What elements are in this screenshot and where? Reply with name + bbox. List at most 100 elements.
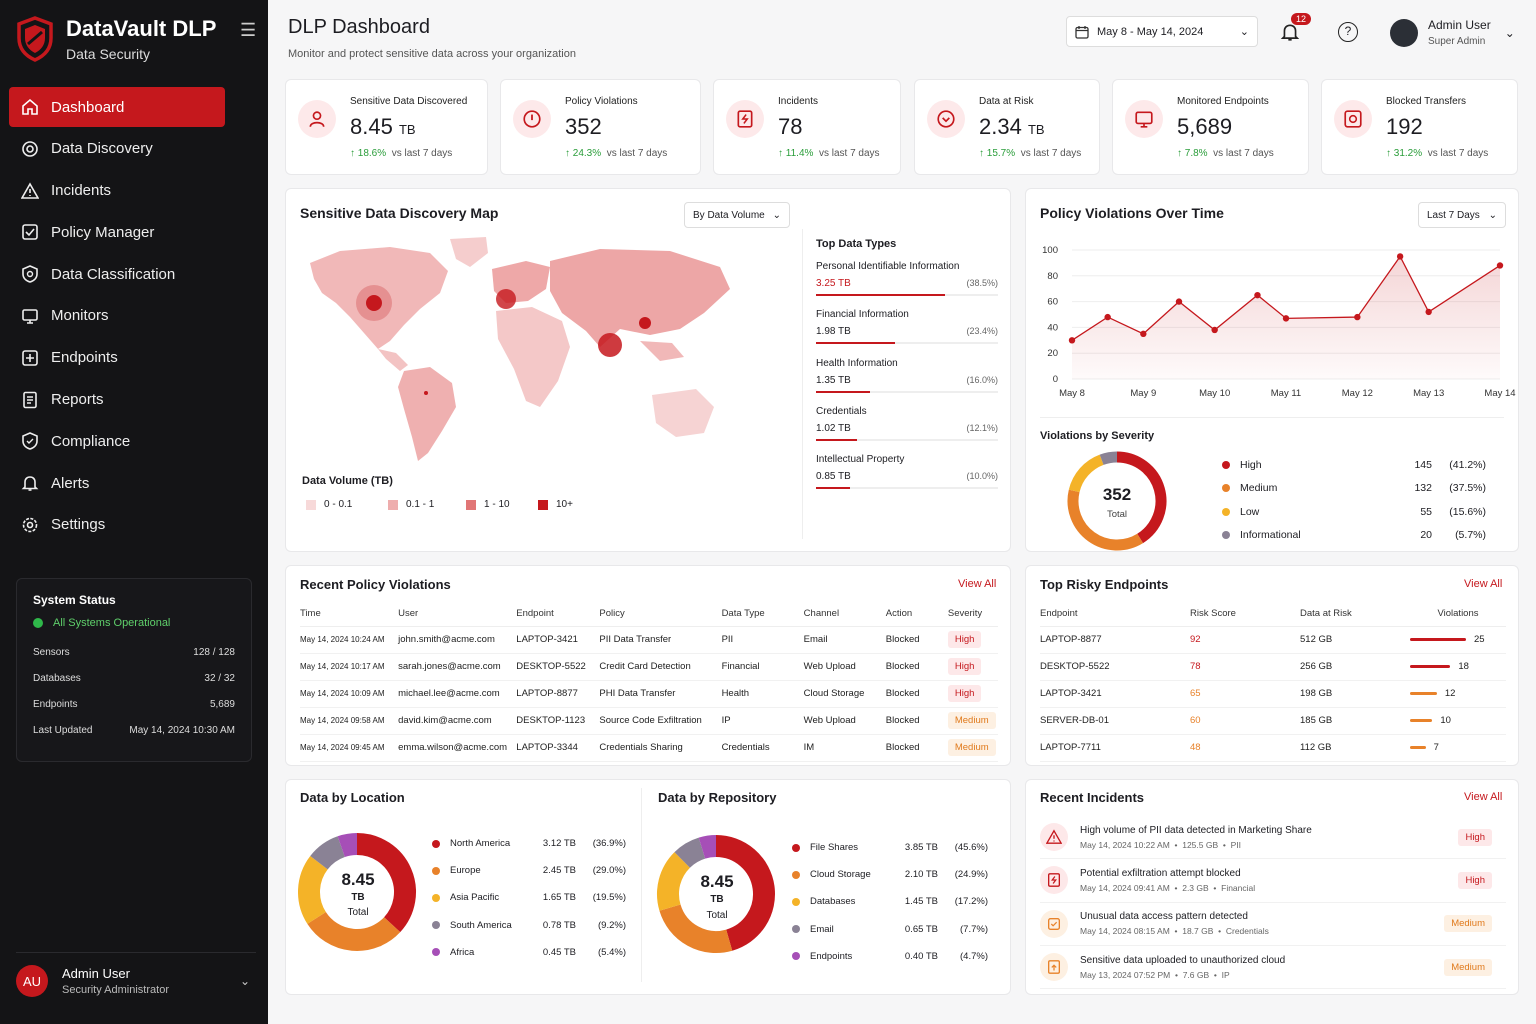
donut-slice[interactable] <box>298 856 329 924</box>
line-point[interactable] <box>1282 315 1290 322</box>
nav-item-policy-manager[interactable]: Policy Manager <box>9 212 225 252</box>
line-point[interactable] <box>1140 330 1147 338</box>
line-point[interactable] <box>1354 313 1361 321</box>
nav-item-reports[interactable]: Reports <box>9 380 225 420</box>
distribution-legend-item[interactable]: North America 3.12 TB (36.9%) <box>432 830 626 857</box>
distribution-legend-item[interactable]: Africa 0.45 TB (5.4%) <box>432 939 626 966</box>
column-header[interactable]: Violations <box>1410 602 1506 627</box>
kpi-card[interactable]: Policy Violations 352 ↑ 24.3% vs last 7 … <box>500 79 701 175</box>
data-type-item[interactable]: Credentials 1.02 TB (12.1%) <box>816 406 998 454</box>
column-header[interactable]: Risk Score <box>1190 602 1300 627</box>
kpi-card[interactable]: Sensitive Data Discovered 8.45 TB ↑ 18.6… <box>285 79 488 175</box>
donut-slice[interactable] <box>674 837 706 869</box>
data-type-item[interactable]: Personal Identifiable Information 3.25 T… <box>816 261 998 309</box>
donut-slice[interactable] <box>1116 451 1167 544</box>
column-header[interactable]: Channel <box>803 602 886 627</box>
column-header[interactable]: Endpoint <box>516 602 600 627</box>
menu-toggle-icon[interactable]: ☰ <box>240 20 257 40</box>
column-header[interactable]: Action <box>885 602 948 627</box>
time-range-select[interactable]: Last 7 Days ⌄ <box>1418 202 1506 228</box>
incidents-view-all-link[interactable]: View All <box>1464 791 1503 803</box>
table-row[interactable]: LAPTOP-8877 92 512 GB 25 <box>1040 626 1506 654</box>
table-row[interactable]: May 14, 2024 09:58 AM david.kim@acme.com D… <box>300 707 998 735</box>
user-menu[interactable]: Admin User Super Admin ⌄ <box>1390 18 1515 47</box>
table-row[interactable]: DESKTOP-5522 78 256 GB 18 <box>1040 653 1506 681</box>
incident-item[interactable]: Unusual data access pattern detected May… <box>1040 903 1506 946</box>
table-row[interactable]: LAPTOP-7711 48 112 GB 7 <box>1040 734 1506 762</box>
line-point[interactable] <box>1068 337 1076 344</box>
nav-item-incidents[interactable]: Incidents <box>9 171 225 211</box>
donut-slice[interactable] <box>310 836 346 870</box>
table-row[interactable]: May 14, 2024 10:09 AM michael.lee@acme.co… <box>300 680 998 708</box>
table-row[interactable]: May 14, 2024 10:17 AM sarah.jones@acme.co… <box>300 653 998 681</box>
incident-item[interactable]: Potential exfiltration attempt blocked M… <box>1040 859 1506 903</box>
distribution-legend-item[interactable]: Email 0.65 TB (7.7%) <box>792 916 988 943</box>
line-point[interactable] <box>1396 253 1404 260</box>
donut-slice[interactable] <box>356 833 416 933</box>
kpi-card[interactable]: Blocked Transfers 192 ↑ 31.2% vs last 7 … <box>1321 79 1518 175</box>
nav-item-settings[interactable]: Settings <box>9 505 225 545</box>
kpi-card[interactable]: Monitored Endpoints 5,689 ↑ 7.8% vs last… <box>1112 79 1309 175</box>
column-header[interactable]: Time <box>300 602 399 627</box>
kpi-card[interactable]: Incidents 78 ↑ 11.4% vs last 7 days <box>713 79 901 175</box>
distribution-legend-item[interactable]: Asia Pacific 1.65 TB (19.5%) <box>432 884 626 911</box>
donut-slice[interactable] <box>698 835 717 859</box>
severity-legend-item[interactable]: High 145 (41.2%) <box>1222 453 1486 477</box>
line-point[interactable] <box>1211 326 1218 334</box>
severity-legend-item[interactable]: Low 55 (15.6%) <box>1222 500 1486 524</box>
chevron-down-icon[interactable]: ⌄ <box>239 974 250 988</box>
data-type-item[interactable]: Financial Information 1.98 TB (23.4%) <box>816 309 998 357</box>
nav-item-endpoints[interactable]: Endpoints <box>9 338 225 378</box>
notifications-button[interactable]: 12 <box>1280 13 1312 47</box>
table-row[interactable]: May 14, 2024 09:45 AM emma.wilson@acme.co… <box>300 734 998 762</box>
distribution-legend-item[interactable]: Europe 2.45 TB (29.0%) <box>432 857 626 884</box>
column-header[interactable]: Data Type <box>721 602 804 627</box>
donut-slice[interactable] <box>1067 489 1144 551</box>
line-point[interactable] <box>1496 262 1504 269</box>
date-range-picker[interactable]: May 8 - May 14, 2024 ⌄ <box>1066 16 1258 47</box>
distribution-legend-item[interactable]: Endpoints 0.40 TB (4.7%) <box>792 943 988 970</box>
severity-legend-item[interactable]: Informational 20 (5.7%) <box>1222 524 1486 548</box>
table-row[interactable]: LAPTOP-3421 65 198 GB 12 <box>1040 680 1506 708</box>
data-type-item[interactable]: Health Information 1.35 TB (16.0%) <box>816 358 998 406</box>
distribution-legend-item[interactable]: South America 0.78 TB (9.2%) <box>432 912 626 939</box>
donut-slice[interactable] <box>307 911 401 951</box>
nav-item-monitors[interactable]: Monitors <box>9 296 225 336</box>
table-row[interactable]: SERVER-DB-01 60 185 GB 10 <box>1040 707 1506 735</box>
sidebar-user-menu[interactable]: AU Admin User Security Administrator ⌄ <box>16 952 256 997</box>
column-header[interactable]: Endpoint <box>1040 602 1190 627</box>
nav-item-dashboard[interactable]: Dashboard <box>9 87 225 127</box>
donut-slice[interactable] <box>657 852 691 911</box>
violations-view-all-link[interactable]: View All <box>958 578 997 590</box>
table-row[interactable]: May 14, 2024 10:24 AM john.smith@acme.com… <box>300 626 998 654</box>
distribution-legend-item[interactable]: Databases 1.45 TB (17.2%) <box>792 888 988 915</box>
distribution-legend-item[interactable]: File Shares 3.85 TB (45.6%) <box>792 834 988 861</box>
severity-legend-item[interactable]: Medium 132 (37.5%) <box>1222 477 1486 501</box>
donut-slice[interactable] <box>1068 454 1104 493</box>
endpoints-view-all-link[interactable]: View All <box>1464 578 1503 590</box>
data-type-item[interactable]: Intellectual Property 0.85 TB (10.0%) <box>816 454 998 502</box>
line-point[interactable] <box>1175 298 1183 305</box>
column-header[interactable]: User <box>398 602 517 627</box>
help-icon[interactable]: ? <box>1338 22 1358 42</box>
donut-slice[interactable] <box>715 835 775 951</box>
map-metric-select[interactable]: By Data Volume ⌄ <box>684 202 790 228</box>
donut-slice[interactable] <box>659 903 733 953</box>
incident-item[interactable]: Sensitive data uploaded to unauthorized … <box>1040 946 1506 990</box>
kpi-card[interactable]: Data at Risk 2.34 TB ↑ 15.7% vs last 7 d… <box>914 79 1100 175</box>
column-header[interactable]: Policy <box>599 602 722 627</box>
line-point[interactable] <box>1425 308 1432 316</box>
nav-item-compliance[interactable]: Compliance <box>9 421 225 461</box>
brand[interactable]: DataVault DLP Data Security <box>16 16 216 62</box>
nav-item-alerts[interactable]: Alerts <box>9 463 225 503</box>
nav-item-data-classification[interactable]: Data Classification <box>9 254 225 294</box>
donut-slice[interactable] <box>1099 451 1118 466</box>
incident-item[interactable]: High volume of PII data detected in Mark… <box>1040 816 1506 860</box>
column-header[interactable]: Data at Risk <box>1300 602 1410 627</box>
nav-item-data-discovery[interactable]: Data Discovery <box>9 129 225 169</box>
distribution-legend-item[interactable]: Cloud Storage 2.10 TB (24.9%) <box>792 861 988 888</box>
line-point[interactable] <box>1254 291 1261 299</box>
column-header[interactable]: Severity <box>947 602 998 627</box>
world-map[interactable] <box>300 231 770 467</box>
line-point[interactable] <box>1104 313 1111 321</box>
